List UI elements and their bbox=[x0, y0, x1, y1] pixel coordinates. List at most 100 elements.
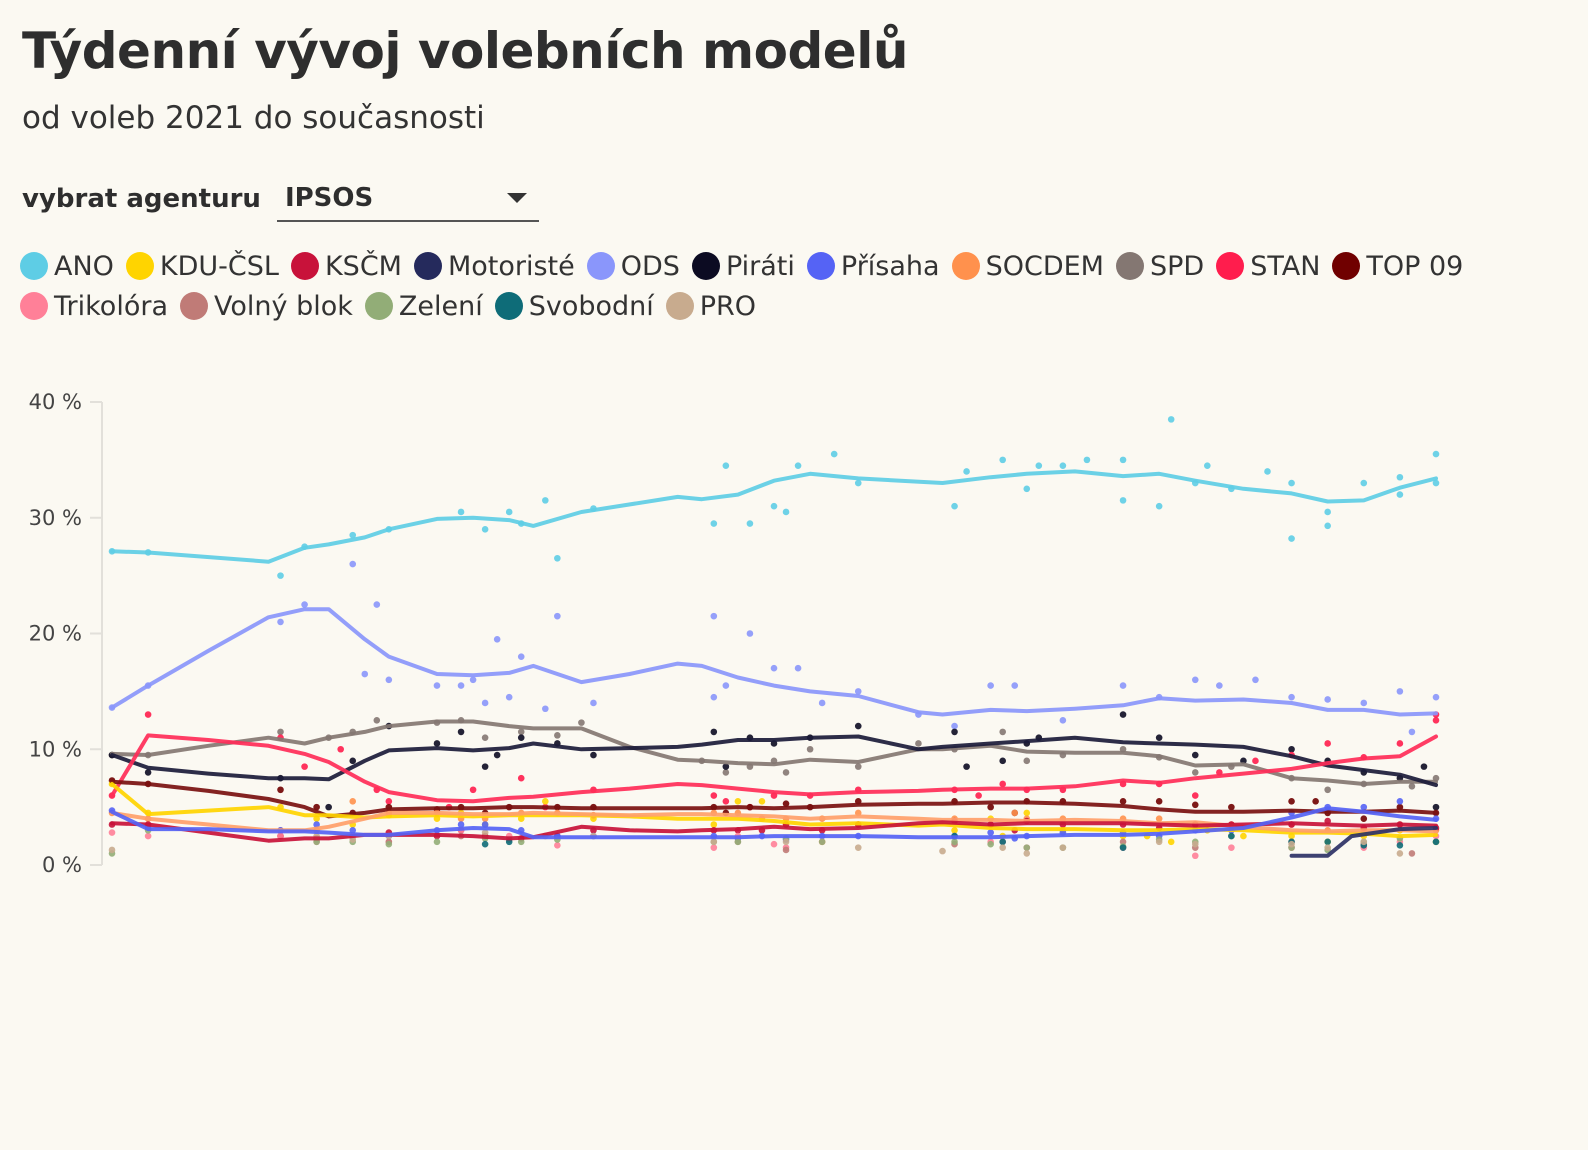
poll-point bbox=[313, 821, 320, 828]
legend-item[interactable]: Trikolóra bbox=[20, 290, 168, 322]
poll-point bbox=[1119, 682, 1127, 689]
poll-point bbox=[325, 803, 332, 811]
chevron-down-icon[interactable] bbox=[506, 193, 527, 203]
poll-point bbox=[433, 740, 441, 747]
y-tick-label: 20 % bbox=[29, 622, 82, 646]
poll-point bbox=[1432, 693, 1440, 701]
legend-item[interactable]: Piráti bbox=[691, 250, 795, 282]
legend-item[interactable]: Volný blok bbox=[180, 290, 353, 322]
poll-point bbox=[1396, 842, 1404, 849]
poll-point bbox=[542, 705, 549, 713]
poll-point bbox=[349, 757, 357, 765]
legend-swatch bbox=[1332, 252, 1361, 280]
poll-point bbox=[782, 769, 790, 776]
poll-point bbox=[517, 838, 525, 846]
legend-item[interactable]: TOP 09 bbox=[1332, 250, 1463, 282]
poll-point bbox=[854, 722, 862, 730]
agency-select[interactable]: IPSOS bbox=[276, 176, 539, 222]
poll-point bbox=[1408, 850, 1416, 857]
poll-point bbox=[1011, 809, 1019, 817]
poll-point bbox=[1432, 803, 1440, 811]
poll-point bbox=[1432, 479, 1440, 487]
poll-point bbox=[481, 734, 489, 741]
poll-point bbox=[373, 601, 381, 608]
poll-point bbox=[710, 612, 718, 620]
poll-point bbox=[1396, 491, 1404, 498]
poll-point bbox=[818, 699, 826, 707]
legend-item[interactable]: SOCDEM bbox=[951, 250, 1104, 282]
poll-point bbox=[277, 728, 284, 736]
poll-point bbox=[999, 456, 1006, 464]
legend-item[interactable]: Zelení bbox=[364, 290, 483, 322]
y-tick-label: 10 % bbox=[29, 737, 82, 761]
poll-point bbox=[854, 688, 862, 695]
poll-point bbox=[457, 728, 465, 736]
legend-swatch bbox=[806, 252, 835, 280]
page-subtitle: od voleb 2021 do současnosti bbox=[22, 100, 485, 136]
legend-item[interactable]: Svobodní bbox=[494, 290, 654, 322]
poll-point bbox=[782, 508, 790, 516]
legend-item[interactable]: ODS bbox=[586, 250, 680, 282]
poll-point bbox=[999, 844, 1006, 851]
poll-point bbox=[313, 803, 320, 811]
poll-point bbox=[590, 751, 597, 759]
series-line bbox=[110, 733, 1438, 804]
legend-swatch bbox=[1216, 252, 1245, 280]
poll-point bbox=[554, 554, 561, 562]
legend-item[interactable]: SPD bbox=[1115, 250, 1204, 282]
poll-point bbox=[1432, 717, 1440, 724]
poll-point bbox=[746, 630, 754, 637]
poll-point bbox=[554, 732, 561, 739]
poll-point bbox=[1324, 508, 1331, 516]
poll-point bbox=[433, 838, 441, 846]
poll-point bbox=[144, 769, 152, 776]
poll-point bbox=[951, 502, 958, 510]
poll-point bbox=[144, 711, 152, 718]
poll-point bbox=[1324, 838, 1331, 846]
poll-point bbox=[277, 618, 284, 626]
poll-point bbox=[999, 728, 1006, 736]
poll-point bbox=[999, 780, 1006, 788]
poll-point bbox=[987, 803, 994, 811]
legend-swatch bbox=[494, 292, 523, 320]
poll-point bbox=[1119, 844, 1127, 851]
poll-point bbox=[108, 846, 116, 854]
poll-point bbox=[457, 508, 465, 516]
poll-point bbox=[301, 763, 308, 770]
poll-point bbox=[1191, 801, 1199, 809]
poll-point bbox=[830, 450, 838, 458]
poll-point bbox=[517, 728, 525, 736]
poll-point bbox=[457, 821, 465, 828]
poll-point bbox=[277, 572, 284, 579]
line-chart: 0 % 10 % 20 % 30 % 40 % bbox=[29, 390, 1440, 877]
legend-item[interactable]: PRO bbox=[665, 290, 756, 322]
legend-item[interactable]: KDU-ČSL bbox=[125, 250, 279, 282]
poll-point bbox=[1191, 769, 1199, 776]
poll-point bbox=[493, 635, 501, 643]
legend-item[interactable]: STAN bbox=[1216, 250, 1320, 282]
poll-point bbox=[1288, 693, 1295, 701]
legend-item[interactable]: Přísaha bbox=[806, 250, 940, 282]
poll-point bbox=[481, 829, 489, 836]
poll-point bbox=[1083, 456, 1091, 464]
poll-point bbox=[1288, 479, 1295, 487]
poll-point bbox=[722, 682, 730, 689]
legend-swatch bbox=[180, 292, 208, 320]
poll-point bbox=[734, 838, 742, 846]
poll-point bbox=[999, 838, 1006, 846]
poll-point bbox=[770, 502, 778, 510]
poll-point bbox=[1191, 792, 1199, 799]
legend-item[interactable]: Motoristé bbox=[413, 250, 575, 282]
poll-point bbox=[1059, 717, 1067, 724]
legend-label: Svobodní bbox=[528, 290, 654, 322]
poll-point bbox=[578, 719, 585, 726]
poll-point bbox=[277, 786, 284, 794]
legend-label: Přísaha bbox=[840, 250, 940, 282]
legend-item[interactable]: KSČM bbox=[290, 250, 402, 282]
poll-point bbox=[1432, 838, 1440, 846]
legend-label: Volný blok bbox=[214, 290, 353, 322]
poll-point bbox=[758, 798, 766, 805]
series-line bbox=[1289, 826, 1438, 858]
poll-point bbox=[493, 751, 501, 759]
legend-item[interactable]: ANO bbox=[20, 250, 114, 282]
